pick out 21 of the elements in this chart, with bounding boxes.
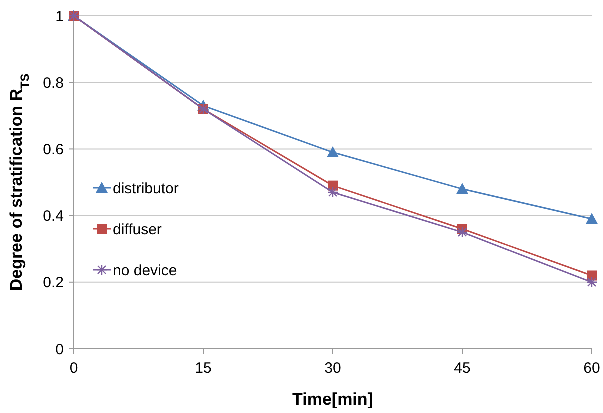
y-tick-label: 0 bbox=[56, 341, 64, 358]
point bbox=[586, 213, 598, 224]
x-tick-label: 15 bbox=[195, 360, 212, 377]
y-tick-label: 0.8 bbox=[43, 74, 64, 92]
legend-label: no device bbox=[113, 262, 178, 280]
y-tick-label: 1 bbox=[56, 8, 64, 26]
x-tick-label: 45 bbox=[454, 360, 471, 377]
x-axis-title: Time[min] bbox=[292, 390, 374, 409]
y-tick-label: 0.4 bbox=[43, 208, 64, 226]
point bbox=[586, 276, 598, 288]
point bbox=[327, 186, 339, 198]
point bbox=[456, 226, 468, 238]
legend-label: distributor bbox=[113, 180, 179, 198]
point bbox=[327, 146, 339, 158]
x-tick-label: 60 bbox=[584, 360, 600, 377]
legend-label: diffuser bbox=[113, 221, 162, 238]
point bbox=[456, 183, 468, 194]
x-tick-label: 30 bbox=[324, 360, 342, 377]
x-tick-label: 0 bbox=[70, 360, 78, 377]
y-tick-label: 0.2 bbox=[43, 274, 64, 292]
y-tick-label: 0.6 bbox=[43, 141, 64, 158]
